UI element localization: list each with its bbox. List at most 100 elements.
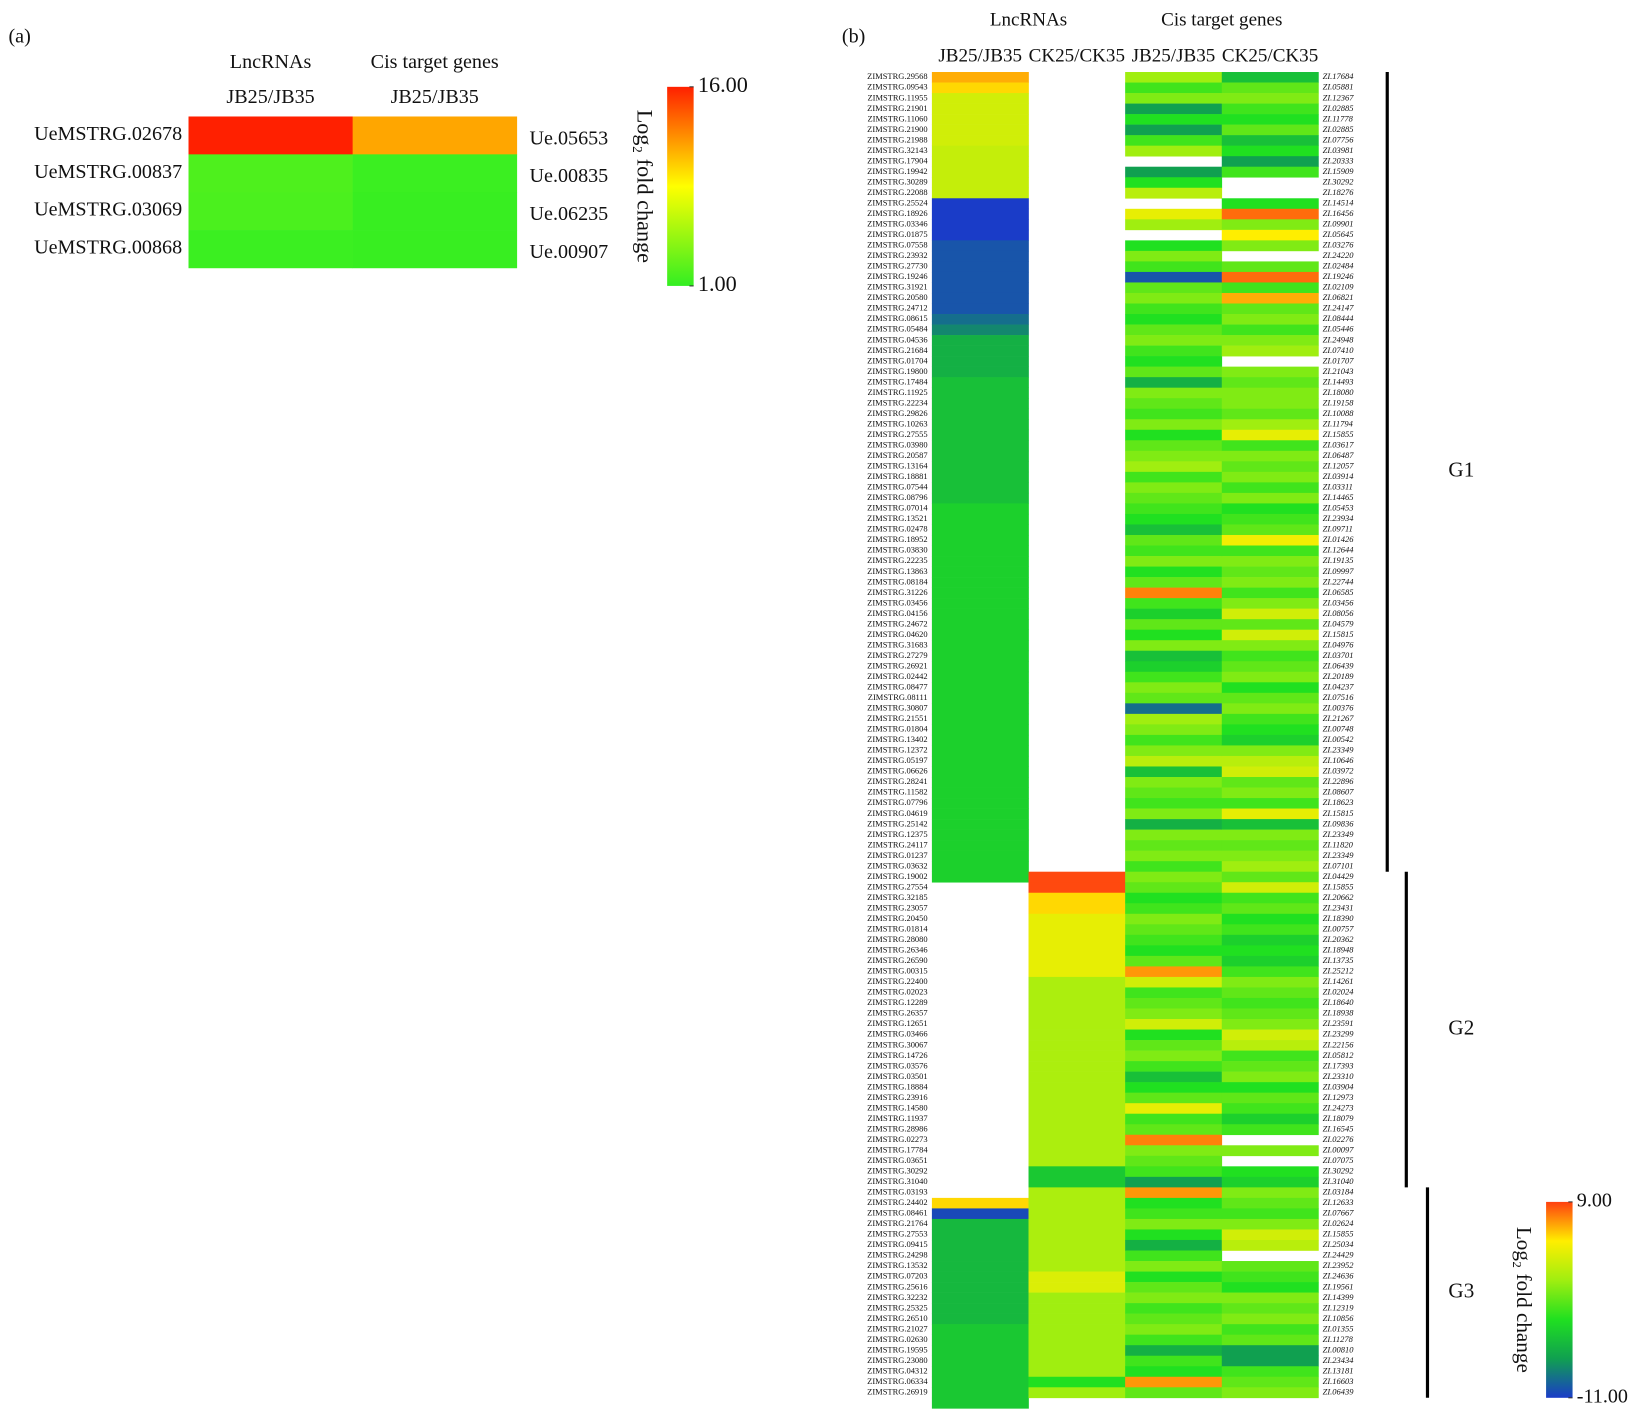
target-label: ZI.07756 bbox=[1323, 134, 1355, 144]
heatmap-cell bbox=[931, 1271, 1029, 1283]
heatmap-cell bbox=[1221, 997, 1319, 1009]
row-label: ZIMSTRG.23916 bbox=[867, 1092, 927, 1102]
heatmap-cell bbox=[1221, 1282, 1319, 1293]
heatmap-cell bbox=[931, 114, 1029, 125]
heatmap-cell bbox=[1125, 755, 1223, 767]
heatmap-cell bbox=[1125, 1229, 1223, 1241]
target-label: ZI.03972 bbox=[1323, 766, 1355, 776]
heatmap-cell bbox=[1125, 1187, 1223, 1199]
row-label: ZIMSTRG.32143 bbox=[867, 145, 927, 155]
target-label: ZI.09901 bbox=[1323, 219, 1354, 229]
heatmap-cell bbox=[1028, 987, 1126, 999]
column-group-label: LncRNAs bbox=[230, 51, 312, 73]
heatmap-cell bbox=[931, 292, 1029, 304]
heatmap-cell bbox=[1125, 1366, 1223, 1378]
heatmap-cell bbox=[1221, 503, 1319, 515]
target-label: ZI.19561 bbox=[1323, 1281, 1354, 1291]
heatmap-cell bbox=[1125, 903, 1223, 915]
target-label: ZI.19158 bbox=[1323, 397, 1355, 407]
heatmap-cell bbox=[1221, 1103, 1319, 1115]
row-label: ZIMSTRG.19942 bbox=[867, 166, 927, 176]
heatmap-cell bbox=[1221, 335, 1319, 346]
row-label: ZIMSTRG.12372 bbox=[867, 745, 927, 755]
heatmap-cell bbox=[931, 1345, 1029, 1357]
heatmap-cell bbox=[931, 1387, 1029, 1399]
heatmap-cell bbox=[1028, 1282, 1126, 1293]
target-label: ZI.10856 bbox=[1323, 1313, 1355, 1323]
heatmap-cell bbox=[931, 124, 1029, 136]
heatmap-cell bbox=[1125, 1282, 1223, 1293]
heatmap-cell bbox=[1125, 1334, 1223, 1346]
target-label: ZI.24273 bbox=[1323, 1102, 1354, 1112]
heatmap-cell bbox=[1221, 734, 1319, 746]
heatmap-cell bbox=[1221, 461, 1319, 473]
target-label: Ue.00835 bbox=[529, 165, 608, 187]
heatmap-cell bbox=[1125, 1208, 1223, 1220]
target-label: ZI.11278 bbox=[1323, 1334, 1354, 1344]
target-label: ZI.31040 bbox=[1323, 1176, 1355, 1186]
target-label: ZI.07075 bbox=[1323, 1155, 1354, 1165]
target-label: ZI.18390 bbox=[1323, 913, 1355, 923]
heatmap-cell bbox=[1221, 513, 1319, 525]
target-label: ZI.21043 bbox=[1323, 366, 1354, 376]
heatmap-cell bbox=[1125, 682, 1223, 694]
target-label: ZI.07101 bbox=[1323, 860, 1354, 870]
heatmap-cell bbox=[1221, 1229, 1319, 1241]
heatmap-cell bbox=[1028, 1176, 1126, 1188]
heatmap-cell bbox=[931, 556, 1029, 567]
row-label: ZIMSTRG.12651 bbox=[867, 1018, 927, 1028]
target-label: ZI.12644 bbox=[1323, 545, 1355, 555]
heatmap-cell bbox=[1125, 692, 1223, 704]
heatmap-cell bbox=[1221, 82, 1319, 94]
target-label: ZI.24429 bbox=[1323, 1250, 1355, 1260]
target-label: ZI.22896 bbox=[1323, 776, 1355, 786]
heatmap-cell bbox=[1125, 566, 1223, 578]
heatmap-cell bbox=[1221, 366, 1319, 378]
heatmap-cell bbox=[931, 766, 1029, 778]
heatmap-cell bbox=[931, 1197, 1029, 1209]
heatmap-cell bbox=[1028, 1166, 1126, 1178]
heatmap-cell bbox=[1125, 503, 1223, 515]
heatmap-cell bbox=[1221, 1008, 1319, 1020]
row-label: ZIMSTRG.27555 bbox=[867, 429, 927, 439]
heatmap-cell bbox=[1028, 1092, 1126, 1104]
heatmap-cell bbox=[1221, 282, 1319, 294]
heatmap-cell bbox=[931, 450, 1029, 462]
row-label: ZIMSTRG.26510 bbox=[867, 1313, 927, 1323]
row-label: ZIMSTRG.31921 bbox=[867, 282, 927, 292]
row-label: ZIMSTRG.02023 bbox=[867, 987, 927, 997]
heatmap-cell bbox=[931, 755, 1029, 767]
heatmap-cell bbox=[931, 471, 1029, 483]
heatmap-cell bbox=[1221, 577, 1319, 588]
heatmap-cell bbox=[931, 208, 1029, 220]
target-label: ZI.06821 bbox=[1323, 292, 1354, 302]
heatmap-cell bbox=[1125, 1124, 1223, 1136]
target-label: ZI.03276 bbox=[1323, 240, 1355, 250]
heatmap-cell bbox=[931, 1313, 1029, 1325]
heatmap-cell bbox=[1125, 819, 1223, 830]
heatmap-cell bbox=[1125, 303, 1223, 315]
heatmap-cell bbox=[931, 577, 1029, 588]
target-label: ZI.20362 bbox=[1323, 934, 1355, 944]
heatmap-cell bbox=[1221, 1187, 1319, 1199]
heatmap-cell bbox=[1221, 745, 1319, 757]
row-label: ZIMSTRG.29826 bbox=[867, 408, 927, 418]
heatmap-cell bbox=[931, 324, 1029, 336]
heatmap-cell bbox=[931, 650, 1029, 662]
target-label: ZI.02885 bbox=[1323, 103, 1354, 113]
row-label: ZIMSTRG.03980 bbox=[867, 439, 927, 449]
heatmap-cell bbox=[1221, 387, 1319, 399]
heatmap-cell bbox=[1028, 1071, 1126, 1083]
heatmap-cell bbox=[1125, 314, 1223, 325]
target-label: ZI.02484 bbox=[1323, 261, 1355, 271]
heatmap-cell bbox=[931, 671, 1029, 683]
heatmap-cell bbox=[1221, 608, 1319, 620]
column-label: CK25/CK35 bbox=[1029, 46, 1125, 67]
heatmap-cell bbox=[1125, 124, 1223, 136]
heatmap-cell bbox=[1125, 966, 1223, 978]
target-label: ZI.16545 bbox=[1323, 1123, 1354, 1133]
target-label: ZI.03701 bbox=[1323, 650, 1354, 660]
heatmap-cell bbox=[1125, 577, 1223, 588]
heatmap-cell bbox=[1028, 1250, 1126, 1262]
heatmap-cell bbox=[1125, 776, 1223, 788]
